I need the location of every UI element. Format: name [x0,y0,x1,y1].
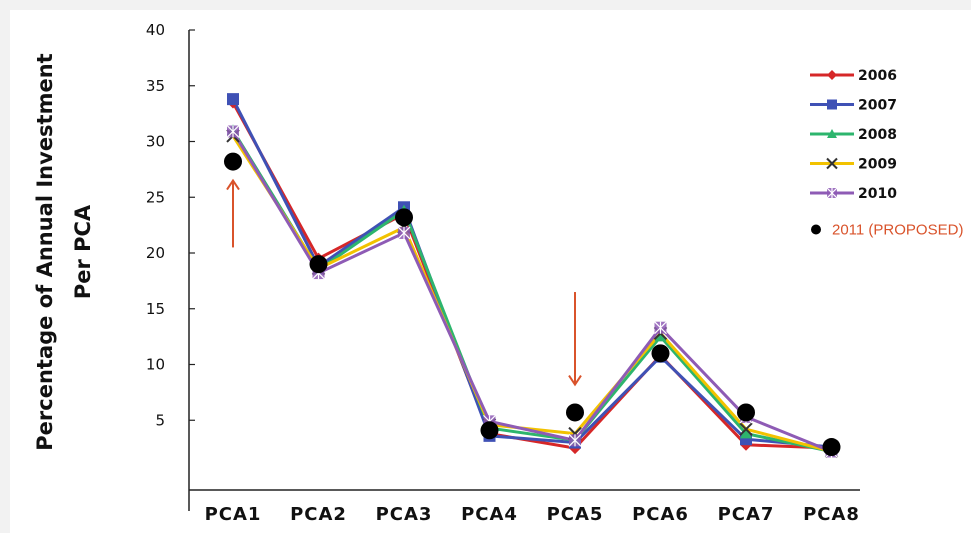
data-point-marker [737,403,755,422]
data-point-marker [226,125,240,138]
series-line-2008 [231,129,832,453]
x-tick-label: PCA3 [376,504,433,525]
arrow-head [568,375,582,387]
series-line-2009 [231,135,832,453]
y-tick-label: 30 [146,133,165,151]
x-tick-label: PCA4 [461,504,518,525]
legend-item-2006: 2006 [810,68,897,84]
arrow-head [226,178,240,191]
data-point-marker [826,157,838,170]
series-lines [231,98,833,453]
data-point-marker [811,224,821,235]
legend-item-2007: 2007 [810,98,897,114]
data-point-marker [740,427,752,439]
y-tick-label: 35 [146,77,165,95]
data-point-marker [309,255,328,274]
data-point-marker [227,93,239,106]
data-point-marker [827,70,837,80]
series-markers [224,93,841,459]
y-axis-label: Percentage of Annual Investment Per PCA [33,53,95,450]
data-point-marker [395,208,413,227]
annotations [226,178,582,387]
x-tick-label: PCA5 [547,504,604,525]
y-ticks: 5 10 15 20 25 30 35 40 [146,21,195,429]
x-ticks: PCA1 PCA2 PCA3 PCA4 PCA5 PCA6 PCA7 PCA8 [205,504,860,525]
y-tick-label: 40 [146,21,165,39]
data-point-marker [651,344,670,363]
legend-item-2011-proposed-: 2011 (PROPOSED) [811,222,963,239]
marker-stroke [739,422,753,436]
x-tick-label: PCA8 [803,504,860,525]
data-point-marker [397,226,411,240]
y-tick-label: 5 [155,411,165,429]
y-tick-label: 20 [146,244,165,262]
x-tick-label: PCA1 [205,504,262,525]
y-tick-label: 25 [146,188,165,206]
series-line-2006 [231,101,832,450]
data-point-marker [480,421,499,440]
data-point-marker [224,152,242,171]
legend-label: 2010 [858,186,897,202]
x-tick-label: PCA2 [290,504,347,525]
legend-label: 2007 [858,98,897,114]
legend-item-2010: 2010 [810,186,897,202]
x-tick-label: PCA7 [718,504,775,525]
data-point-marker [654,330,667,342]
y-axis-label-line-1: Percentage of Annual Investment [33,53,57,450]
data-point-marker [739,422,753,436]
legend: 2006 2007 2008 2009 2010 2011 (PROPOSED) [810,68,963,239]
annotation-arrow-down [568,292,582,387]
legend-label: 2009 [858,157,897,173]
legend-item-2009: 2009 [810,157,897,173]
legend-label: 2006 [858,68,897,84]
data-point-marker [822,438,841,457]
series-line-2010 [231,130,833,453]
x-tick-label: PCA6 [632,504,689,525]
series-line-2007 [231,98,832,449]
data-point-marker [654,321,667,335]
data-point-marker [827,129,837,138]
data-point-marker [568,433,582,447]
y-tick-label: 10 [146,356,165,374]
annotation-arrow-up [226,178,240,248]
y-tick-label: 15 [146,300,165,318]
legend-label: 2008 [858,127,897,143]
y-axis-label-line-2: Per PCA [71,204,95,299]
legend-item-2008: 2008 [810,127,897,143]
data-point-marker [827,99,837,110]
marker-stroke [826,157,838,170]
data-point-marker [566,403,584,422]
data-point-marker [826,187,838,199]
legend-label: 2011 (PROPOSED) [832,222,963,239]
axes [188,30,860,511]
